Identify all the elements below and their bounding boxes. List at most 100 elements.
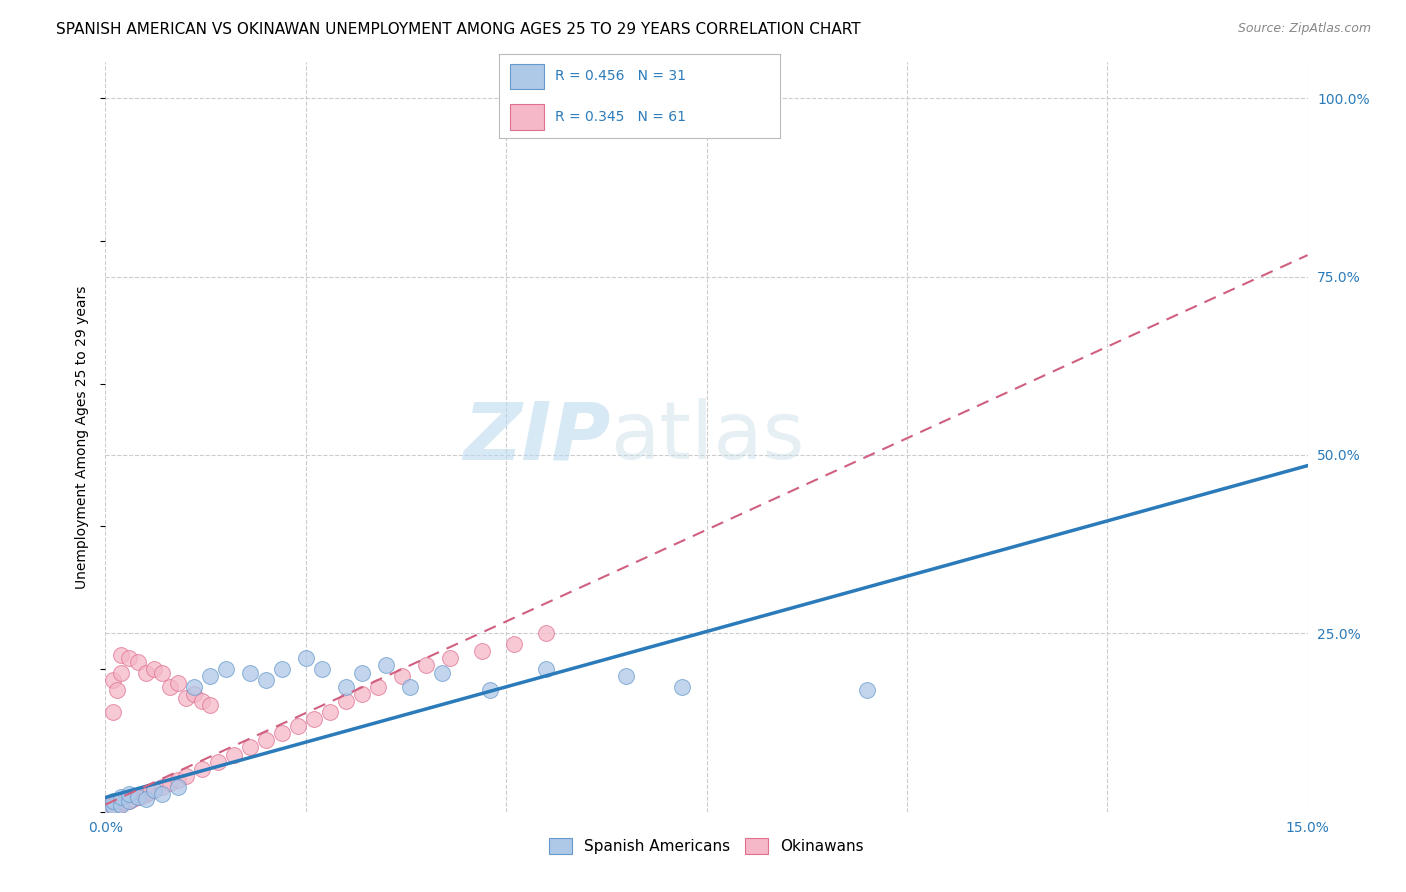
Point (112, 795, 135, 809)
Point (374, 658, 398, 673)
Point (239, 740, 262, 755)
Point (183, 680, 205, 694)
Point (110, 648, 132, 662)
Point (174, 690, 197, 705)
Point (207, 755, 229, 769)
Point (391, 669, 413, 683)
Point (103, 705, 125, 719)
Point (335, 680, 357, 694)
Point (142, 783, 165, 797)
Point (104, 799, 127, 814)
Point (107, 683, 129, 698)
Point (311, 662, 333, 676)
Point (174, 769, 197, 783)
Point (107, 796, 129, 810)
Point (295, 651, 318, 665)
Point (471, 644, 494, 658)
Point (100, 798, 122, 813)
Point (239, 665, 262, 680)
Point (671, 680, 693, 694)
Point (198, 669, 221, 683)
Point (98, 799, 121, 814)
Point (479, 683, 502, 698)
Point (97, 799, 120, 814)
Point (110, 796, 132, 810)
Bar (510, 104, 544, 130)
Point (430, 665, 453, 680)
Point (118, 794, 141, 808)
Text: R = 0.456   N = 31: R = 0.456 N = 31 (555, 70, 686, 83)
Point (350, 687, 373, 701)
Point (108, 797, 131, 812)
Point (270, 726, 292, 740)
Point (150, 665, 173, 680)
Point (534, 626, 557, 640)
Point (367, 680, 389, 694)
Point (127, 655, 149, 669)
Point (110, 790, 132, 805)
Point (270, 662, 292, 676)
Point (319, 705, 342, 719)
Point (118, 651, 141, 665)
Point (415, 658, 437, 673)
Text: R = 0.345   N = 61: R = 0.345 N = 61 (555, 110, 686, 124)
Point (127, 790, 149, 805)
Bar (510, 63, 544, 89)
Point (101, 800, 124, 814)
Point (135, 792, 157, 806)
Point (118, 794, 141, 808)
Point (118, 787, 141, 801)
Point (114, 796, 136, 810)
Point (640, 91, 662, 105)
Point (166, 780, 188, 794)
Point (855, 683, 877, 698)
Point (101, 799, 124, 814)
Text: SPANISH AMERICAN VS OKINAWAN UNEMPLOYMENT AMONG AGES 25 TO 29 YEARS CORRELATION : SPANISH AMERICAN VS OKINAWAN UNEMPLOYMEN… (56, 22, 860, 37)
Point (135, 665, 157, 680)
Point (190, 762, 212, 776)
Text: Source: ZipAtlas.com: Source: ZipAtlas.com (1237, 22, 1371, 36)
Point (103, 794, 125, 808)
Text: atlas: atlas (610, 398, 804, 476)
Point (439, 651, 461, 665)
Point (127, 790, 149, 805)
Point (254, 673, 277, 687)
Text: ZIP: ZIP (463, 398, 610, 476)
Y-axis label: Unemployment Among Ages 25 to 29 years: Unemployment Among Ages 25 to 29 years (76, 285, 90, 589)
Point (98, 801, 121, 815)
Point (350, 665, 373, 680)
Point (135, 787, 157, 801)
Point (190, 694, 212, 708)
Point (335, 694, 357, 708)
Point (254, 733, 277, 747)
Point (159, 776, 181, 790)
Point (399, 680, 422, 694)
Point (138, 785, 160, 799)
Point (150, 787, 173, 801)
Point (183, 687, 205, 701)
Point (110, 665, 132, 680)
Point (103, 797, 125, 812)
Point (103, 673, 125, 687)
Point (97, 800, 120, 814)
Point (122, 792, 145, 806)
Point (166, 772, 188, 787)
Point (166, 676, 188, 690)
Point (534, 662, 557, 676)
Point (96, 802, 118, 816)
Point (131, 789, 153, 803)
Point (103, 799, 125, 814)
Point (214, 662, 236, 676)
Point (142, 783, 165, 797)
Point (222, 747, 245, 762)
Legend: Spanish Americans, Okinawans: Spanish Americans, Okinawans (543, 832, 870, 860)
Point (287, 719, 309, 733)
Point (142, 662, 165, 676)
Point (616, 669, 638, 683)
Point (503, 637, 526, 651)
Point (150, 780, 173, 794)
Point (159, 680, 181, 694)
Point (105, 797, 128, 812)
Point (302, 712, 325, 726)
Point (98, 801, 121, 815)
